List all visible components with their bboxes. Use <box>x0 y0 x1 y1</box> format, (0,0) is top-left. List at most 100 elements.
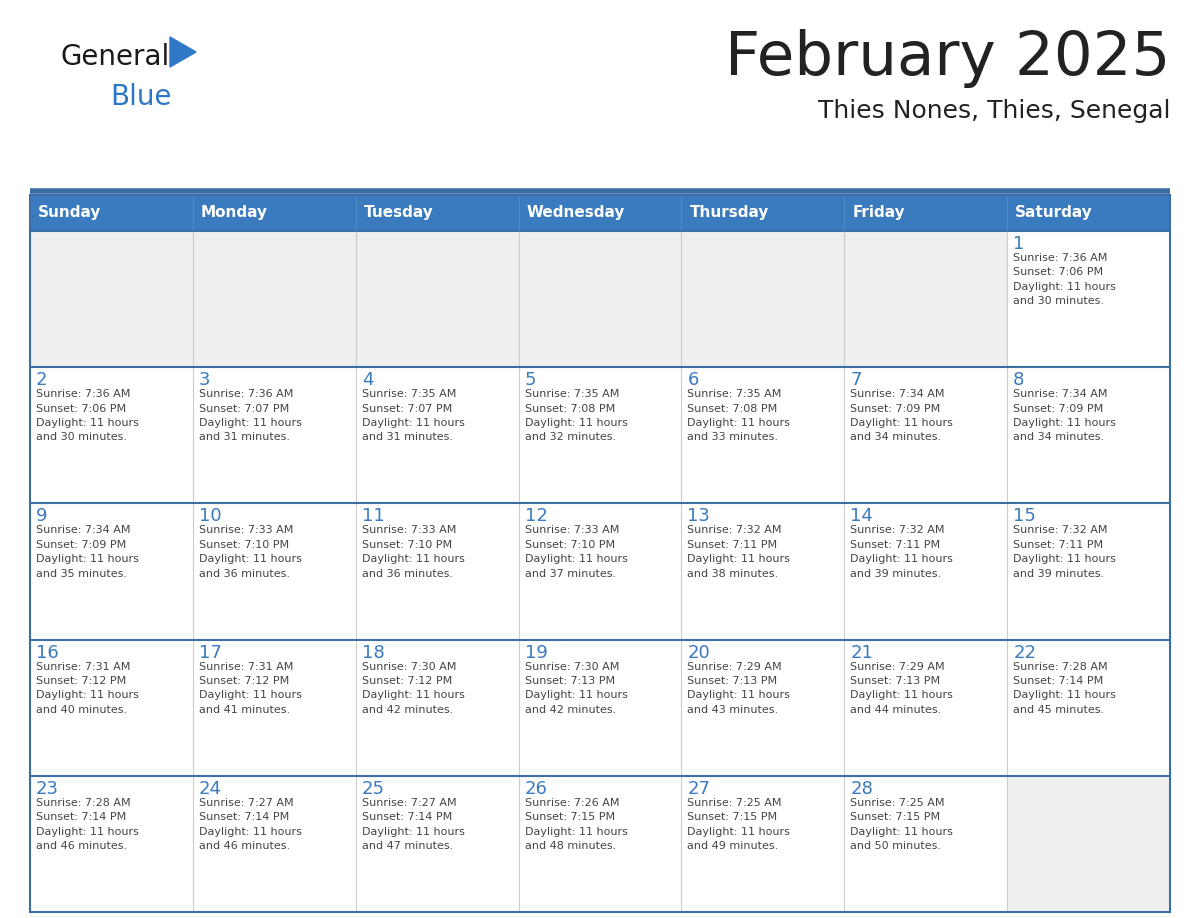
Bar <box>1007 640 1170 776</box>
Text: Wednesday: Wednesday <box>526 206 625 220</box>
Bar <box>519 367 682 503</box>
Text: 20: 20 <box>688 644 710 662</box>
Text: Sunrise: 7:34 AM
Sunset: 7:09 PM
Daylight: 11 hours
and 35 minutes.: Sunrise: 7:34 AM Sunset: 7:09 PM Dayligh… <box>36 525 139 578</box>
Bar <box>30 195 1170 912</box>
Text: Sunrise: 7:25 AM
Sunset: 7:15 PM
Daylight: 11 hours
and 49 minutes.: Sunrise: 7:25 AM Sunset: 7:15 PM Dayligh… <box>688 798 790 851</box>
Text: Sunrise: 7:30 AM
Sunset: 7:13 PM
Daylight: 11 hours
and 42 minutes.: Sunrise: 7:30 AM Sunset: 7:13 PM Dayligh… <box>525 662 627 715</box>
Text: Thies Nones, Thies, Senegal: Thies Nones, Thies, Senegal <box>817 99 1170 123</box>
Bar <box>519 776 682 912</box>
Text: Sunrise: 7:33 AM
Sunset: 7:10 PM
Daylight: 11 hours
and 36 minutes.: Sunrise: 7:33 AM Sunset: 7:10 PM Dayligh… <box>361 525 465 578</box>
Text: Saturday: Saturday <box>1015 206 1093 220</box>
Text: 12: 12 <box>525 508 548 525</box>
Bar <box>30 231 192 367</box>
Bar <box>355 776 519 912</box>
Bar <box>355 231 519 367</box>
Bar <box>845 503 1007 640</box>
Text: Sunrise: 7:30 AM
Sunset: 7:12 PM
Daylight: 11 hours
and 42 minutes.: Sunrise: 7:30 AM Sunset: 7:12 PM Dayligh… <box>361 662 465 715</box>
Text: Sunrise: 7:34 AM
Sunset: 7:09 PM
Daylight: 11 hours
and 34 minutes.: Sunrise: 7:34 AM Sunset: 7:09 PM Dayligh… <box>851 389 953 442</box>
Text: Blue: Blue <box>110 83 171 111</box>
Text: 9: 9 <box>36 508 48 525</box>
Text: 11: 11 <box>361 508 385 525</box>
Text: 15: 15 <box>1013 508 1036 525</box>
Text: Sunrise: 7:33 AM
Sunset: 7:10 PM
Daylight: 11 hours
and 37 minutes.: Sunrise: 7:33 AM Sunset: 7:10 PM Dayligh… <box>525 525 627 578</box>
Text: Sunrise: 7:32 AM
Sunset: 7:11 PM
Daylight: 11 hours
and 39 minutes.: Sunrise: 7:32 AM Sunset: 7:11 PM Dayligh… <box>1013 525 1116 578</box>
Bar <box>845 640 1007 776</box>
Bar <box>845 776 1007 912</box>
Text: Sunrise: 7:32 AM
Sunset: 7:11 PM
Daylight: 11 hours
and 38 minutes.: Sunrise: 7:32 AM Sunset: 7:11 PM Dayligh… <box>688 525 790 578</box>
Text: Sunrise: 7:28 AM
Sunset: 7:14 PM
Daylight: 11 hours
and 46 minutes.: Sunrise: 7:28 AM Sunset: 7:14 PM Dayligh… <box>36 798 139 851</box>
Bar <box>682 231 845 367</box>
Bar <box>192 640 355 776</box>
Bar <box>30 367 192 503</box>
Text: 2: 2 <box>36 371 48 389</box>
Text: February 2025: February 2025 <box>725 29 1170 88</box>
Text: Sunrise: 7:36 AM
Sunset: 7:06 PM
Daylight: 11 hours
and 30 minutes.: Sunrise: 7:36 AM Sunset: 7:06 PM Dayligh… <box>1013 253 1116 307</box>
Text: 7: 7 <box>851 371 861 389</box>
Text: Sunrise: 7:36 AM
Sunset: 7:07 PM
Daylight: 11 hours
and 31 minutes.: Sunrise: 7:36 AM Sunset: 7:07 PM Dayligh… <box>198 389 302 442</box>
Text: Sunrise: 7:31 AM
Sunset: 7:12 PM
Daylight: 11 hours
and 40 minutes.: Sunrise: 7:31 AM Sunset: 7:12 PM Dayligh… <box>36 662 139 715</box>
Text: 26: 26 <box>525 779 548 798</box>
Bar <box>682 503 845 640</box>
Text: Sunrise: 7:26 AM
Sunset: 7:15 PM
Daylight: 11 hours
and 48 minutes.: Sunrise: 7:26 AM Sunset: 7:15 PM Dayligh… <box>525 798 627 851</box>
Text: 24: 24 <box>198 779 222 798</box>
Bar <box>1007 503 1170 640</box>
Text: Sunrise: 7:35 AM
Sunset: 7:08 PM
Daylight: 11 hours
and 32 minutes.: Sunrise: 7:35 AM Sunset: 7:08 PM Dayligh… <box>525 389 627 442</box>
Bar <box>845 367 1007 503</box>
Text: Sunrise: 7:33 AM
Sunset: 7:10 PM
Daylight: 11 hours
and 36 minutes.: Sunrise: 7:33 AM Sunset: 7:10 PM Dayligh… <box>198 525 302 578</box>
Text: 17: 17 <box>198 644 222 662</box>
Text: Sunrise: 7:27 AM
Sunset: 7:14 PM
Daylight: 11 hours
and 47 minutes.: Sunrise: 7:27 AM Sunset: 7:14 PM Dayligh… <box>361 798 465 851</box>
Text: General: General <box>61 43 169 71</box>
Text: Sunrise: 7:27 AM
Sunset: 7:14 PM
Daylight: 11 hours
and 46 minutes.: Sunrise: 7:27 AM Sunset: 7:14 PM Dayligh… <box>198 798 302 851</box>
Bar <box>355 503 519 640</box>
Bar <box>519 231 682 367</box>
Bar <box>30 776 192 912</box>
Bar <box>1007 776 1170 912</box>
Bar <box>192 776 355 912</box>
Text: 8: 8 <box>1013 371 1024 389</box>
Bar <box>682 776 845 912</box>
Bar <box>682 367 845 503</box>
Text: Sunrise: 7:28 AM
Sunset: 7:14 PM
Daylight: 11 hours
and 45 minutes.: Sunrise: 7:28 AM Sunset: 7:14 PM Dayligh… <box>1013 662 1116 715</box>
Bar <box>845 231 1007 367</box>
Text: 28: 28 <box>851 779 873 798</box>
Text: 10: 10 <box>198 508 221 525</box>
Bar <box>355 640 519 776</box>
Text: Sunrise: 7:29 AM
Sunset: 7:13 PM
Daylight: 11 hours
and 44 minutes.: Sunrise: 7:29 AM Sunset: 7:13 PM Dayligh… <box>851 662 953 715</box>
Text: 6: 6 <box>688 371 699 389</box>
Text: Monday: Monday <box>201 206 267 220</box>
Text: Sunrise: 7:36 AM
Sunset: 7:06 PM
Daylight: 11 hours
and 30 minutes.: Sunrise: 7:36 AM Sunset: 7:06 PM Dayligh… <box>36 389 139 442</box>
Bar <box>1007 231 1170 367</box>
Text: 14: 14 <box>851 508 873 525</box>
Text: Sunday: Sunday <box>38 206 101 220</box>
Text: 4: 4 <box>361 371 373 389</box>
Bar <box>192 503 355 640</box>
Text: Sunrise: 7:35 AM
Sunset: 7:08 PM
Daylight: 11 hours
and 33 minutes.: Sunrise: 7:35 AM Sunset: 7:08 PM Dayligh… <box>688 389 790 442</box>
Bar <box>682 640 845 776</box>
Text: Sunrise: 7:31 AM
Sunset: 7:12 PM
Daylight: 11 hours
and 41 minutes.: Sunrise: 7:31 AM Sunset: 7:12 PM Dayligh… <box>198 662 302 715</box>
Text: 5: 5 <box>525 371 536 389</box>
Text: Sunrise: 7:32 AM
Sunset: 7:11 PM
Daylight: 11 hours
and 39 minutes.: Sunrise: 7:32 AM Sunset: 7:11 PM Dayligh… <box>851 525 953 578</box>
Text: 16: 16 <box>36 644 58 662</box>
Text: 22: 22 <box>1013 644 1036 662</box>
Bar <box>30 195 1170 231</box>
Text: Sunrise: 7:29 AM
Sunset: 7:13 PM
Daylight: 11 hours
and 43 minutes.: Sunrise: 7:29 AM Sunset: 7:13 PM Dayligh… <box>688 662 790 715</box>
Text: 27: 27 <box>688 779 710 798</box>
Bar <box>1007 367 1170 503</box>
Bar <box>355 367 519 503</box>
Text: 18: 18 <box>361 644 385 662</box>
Text: 21: 21 <box>851 644 873 662</box>
Bar <box>30 503 192 640</box>
Text: Tuesday: Tuesday <box>364 206 434 220</box>
Bar <box>192 367 355 503</box>
Bar <box>519 640 682 776</box>
Text: Sunrise: 7:25 AM
Sunset: 7:15 PM
Daylight: 11 hours
and 50 minutes.: Sunrise: 7:25 AM Sunset: 7:15 PM Dayligh… <box>851 798 953 851</box>
Text: Sunrise: 7:34 AM
Sunset: 7:09 PM
Daylight: 11 hours
and 34 minutes.: Sunrise: 7:34 AM Sunset: 7:09 PM Dayligh… <box>1013 389 1116 442</box>
Text: Thursday: Thursday <box>689 206 769 220</box>
Text: 19: 19 <box>525 644 548 662</box>
Bar <box>519 503 682 640</box>
Text: 25: 25 <box>361 779 385 798</box>
Text: 23: 23 <box>36 779 59 798</box>
Bar <box>192 231 355 367</box>
Text: 3: 3 <box>198 371 210 389</box>
Text: Sunrise: 7:35 AM
Sunset: 7:07 PM
Daylight: 11 hours
and 31 minutes.: Sunrise: 7:35 AM Sunset: 7:07 PM Dayligh… <box>361 389 465 442</box>
